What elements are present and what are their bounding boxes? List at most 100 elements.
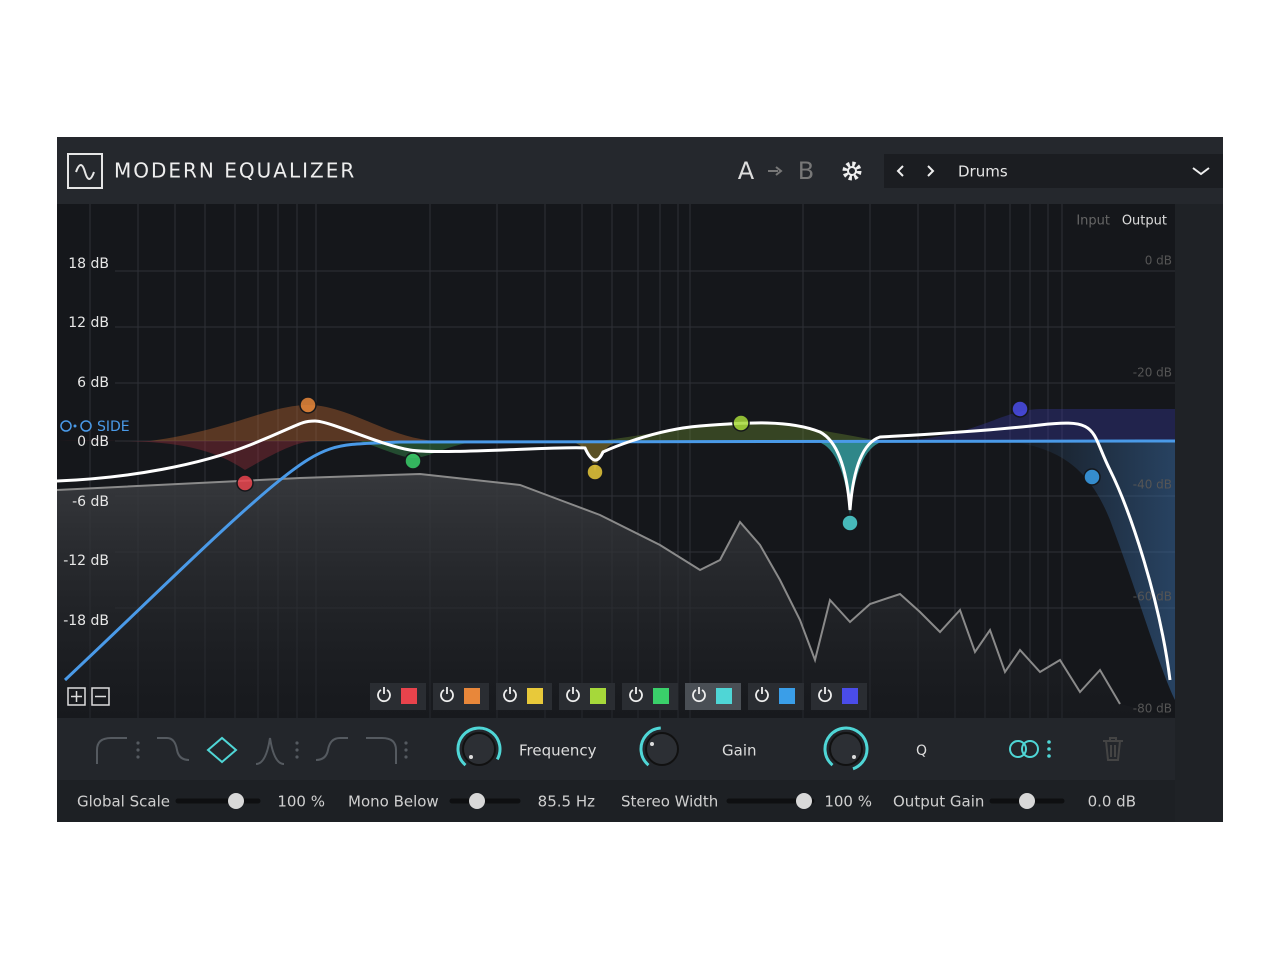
meter-scale-label: -40 dB (1133, 478, 1172, 492)
logo (67, 153, 103, 189)
label-q: Q (916, 743, 927, 759)
filter-highcut[interactable] (366, 737, 397, 764)
footer-value: 100 % (277, 793, 325, 811)
stereo-mode-menu[interactable] (1047, 740, 1051, 758)
footer-label: Output Gain (893, 793, 984, 811)
band-color-swatch (842, 688, 858, 704)
filter-menu-dots (136, 741, 408, 759)
band-orange-shade (150, 405, 440, 441)
gain-label: 12 dB (68, 315, 109, 331)
filter-lowcut[interactable] (96, 737, 127, 764)
footer-value: 85.5 Hz (538, 793, 595, 811)
side-icon-right (80, 420, 92, 432)
ab-a[interactable]: A (738, 157, 755, 185)
band-red-shade (57, 440, 320, 470)
band-node[interactable] (299, 396, 317, 414)
band-nodes (236, 396, 1101, 532)
filter-highshelf[interactable] (315, 737, 348, 761)
meter-scale-label: -60 dB (1133, 590, 1172, 604)
meter-scale: 0 dB -20 dB -40 dB -60 dB -80 dB (1133, 254, 1172, 716)
spectrum-area (57, 474, 1175, 718)
delete-band[interactable] (1103, 737, 1123, 761)
band-node[interactable] (1083, 468, 1101, 486)
band-blue-shade (1000, 441, 1175, 700)
band-power-icon (818, 687, 832, 703)
title: MODERN EQUALIZER (114, 159, 356, 183)
filter-notch[interactable] (255, 737, 285, 765)
stereo-mode[interactable] (1009, 740, 1039, 758)
band-toolbar (57, 718, 1175, 780)
slider-thumb[interactable] (469, 793, 485, 809)
footer-value: 0.0 dB (1088, 793, 1136, 811)
zoom-in[interactable] (67, 687, 86, 706)
band-power-icon (755, 687, 769, 703)
band-power-icon (629, 687, 643, 703)
band-color-swatch (464, 688, 480, 704)
band-power-icon (692, 687, 706, 703)
label-frequency: Frequency (519, 742, 597, 760)
meter-strip (1175, 204, 1223, 822)
side-label[interactable]: SIDE (97, 419, 130, 435)
footer-label: Global Scale (77, 793, 170, 811)
band-node[interactable] (236, 474, 254, 492)
preset-box[interactable] (884, 154, 1223, 188)
meter-input-label[interactable]: Input (1076, 214, 1110, 229)
ab-b[interactable]: B (798, 157, 814, 185)
gain-labels: 18 dB 12 dB 6 dB 0 dB -6 dB -12 dB -18 dB (63, 256, 109, 629)
band-power-icon (377, 687, 391, 703)
band-node[interactable] (1011, 400, 1029, 418)
meter-scale-label: 0 dB (1145, 254, 1172, 268)
settings-gear-core (847, 166, 857, 176)
band-power-icon (503, 687, 517, 703)
logo-wave (75, 164, 95, 180)
filter-lowshelf[interactable] (157, 737, 190, 761)
preset-prev[interactable] (896, 165, 904, 177)
slider-thumb[interactable] (228, 793, 244, 809)
band-color-swatch (401, 688, 417, 704)
gain-label: 6 dB (77, 375, 109, 391)
gain-label: 18 dB (68, 256, 109, 272)
band-node[interactable] (586, 463, 604, 481)
slider-thumb[interactable] (796, 793, 812, 809)
preset-next[interactable] (927, 165, 935, 177)
band-cyan-shade (815, 441, 885, 515)
preset-dropdown[interactable] (1192, 167, 1210, 176)
spectrum-line (56, 472, 1121, 705)
footer-label: Stereo Width (621, 793, 718, 811)
zoom-in-icon (71, 691, 82, 702)
footer-value: 100 % (824, 793, 872, 811)
slider-thumb[interactable] (1019, 793, 1035, 809)
meter-scale-label: -80 dB (1133, 702, 1172, 716)
gain-label: 0 dB (77, 434, 109, 450)
band-color-swatch (653, 688, 669, 704)
eq-curve (56, 419, 1172, 681)
preset-name: Drums (958, 163, 1008, 181)
band-node[interactable] (732, 414, 750, 432)
side-curve (63, 439, 1176, 682)
footer-controls: Global Scale 100 % Mono Below 85.5 Hz Stereo… (77, 793, 1136, 811)
band-node[interactable] (404, 452, 422, 470)
knob-frequency[interactable] (449, 719, 508, 778)
band-node[interactable] (841, 514, 859, 532)
zoom-out[interactable] (91, 687, 110, 706)
side-icon-left (60, 420, 72, 432)
side-icon-dot (73, 424, 77, 428)
band-power-icon (566, 687, 580, 703)
footer-label: Mono Below (348, 793, 439, 811)
band-color-swatch (590, 688, 606, 704)
knob-gain[interactable] (632, 719, 691, 778)
band-color-swatch (779, 688, 795, 704)
meter-scale-label: -20 dB (1133, 366, 1172, 380)
ab-copy[interactable] (768, 166, 783, 176)
settings-gear[interactable] (842, 161, 862, 181)
gain-label: -18 dB (63, 613, 109, 629)
band-color-swatch (527, 688, 543, 704)
meter-output-label[interactable]: Output (1122, 214, 1167, 229)
filter-bell[interactable] (206, 736, 238, 764)
band-power-icon (440, 687, 454, 703)
knob-q[interactable] (816, 719, 875, 778)
band-color-swatch (716, 688, 732, 704)
